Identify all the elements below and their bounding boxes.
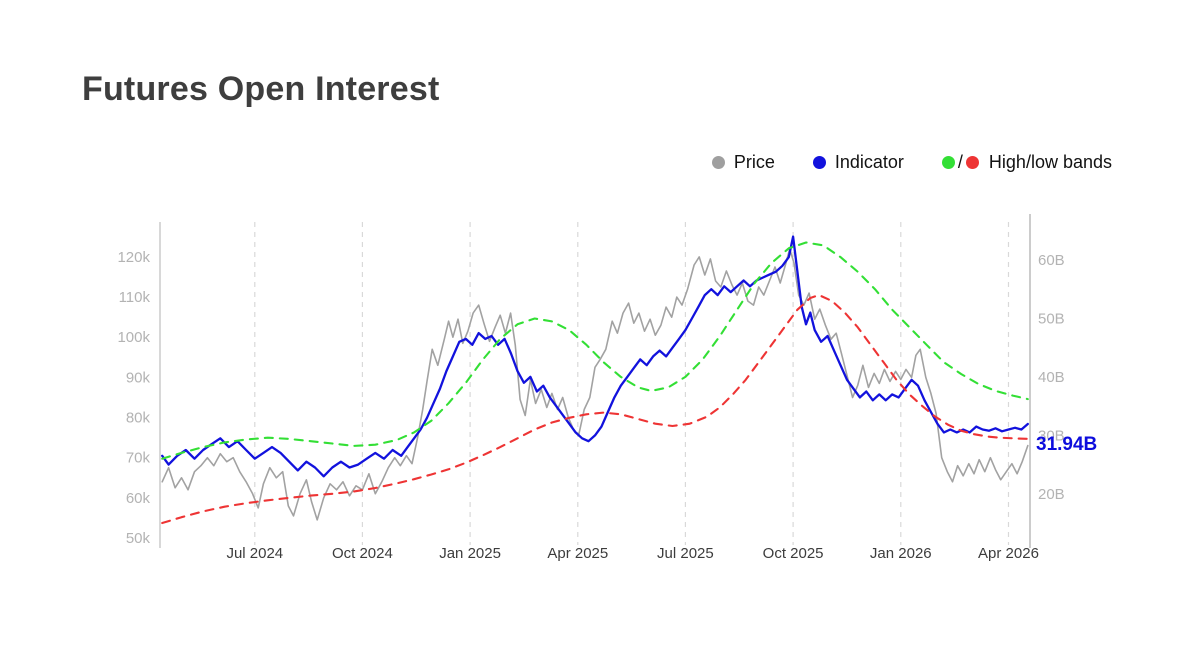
left-axis-label: 110k: [119, 289, 151, 306]
chart-legend: Price Indicator / High/low bands: [711, 152, 1112, 173]
high-band-legend-dot-icon: [941, 156, 955, 169]
x-tick-label: Oct 2025: [763, 545, 824, 562]
right-axis-label: 40B: [1038, 369, 1065, 386]
indicator-legend-label: Indicator: [834, 152, 904, 172]
low-band-line: [161, 294, 1029, 525]
price-legend-label: Price: [733, 152, 775, 172]
right-axis-label: 60B: [1038, 252, 1065, 269]
x-tick-label: Apr 2025: [547, 545, 608, 562]
right-axis-label: 30B: [1038, 427, 1065, 444]
legend-item-price[interactable]: Price: [711, 152, 775, 173]
x-tick-label: Apr 2026: [978, 545, 1039, 562]
right-axis-label: 50B: [1038, 311, 1065, 328]
current-value-label: 31.94B: [1036, 434, 1097, 455]
right-axis-label: 20B: [1038, 486, 1065, 503]
price-legend-dot-icon: [711, 156, 725, 169]
legend-separator: /: [957, 152, 963, 172]
left-axis-label: 60k: [126, 490, 151, 507]
high-band-line: [161, 241, 1029, 460]
price-line: [161, 248, 1029, 521]
left-axis-label: 90k: [126, 369, 151, 386]
indicator-legend-dot-icon: [812, 156, 826, 169]
left-axis-label: 50k: [126, 530, 151, 547]
page-title: Futures Open Interest: [82, 70, 440, 108]
legend-item-bands[interactable]: / High/low bands: [941, 152, 1112, 173]
x-tick-label: Jul 2025: [657, 545, 714, 562]
left-axis-label: 100k: [117, 329, 150, 346]
low-band-legend-dot-icon: [965, 156, 979, 169]
x-tick-label: Jan 2026: [870, 545, 932, 562]
left-axis-label: 70k: [126, 450, 151, 467]
indicator-line: [161, 235, 1029, 478]
x-tick-label: Oct 2024: [332, 545, 393, 562]
x-tick-label: Jan 2025: [439, 545, 501, 562]
left-axis-label: 120k: [117, 249, 150, 266]
bands-legend-label: High/low bands: [988, 152, 1112, 172]
legend-item-indicator[interactable]: Indicator: [812, 152, 904, 173]
x-tick-label: Jul 2024: [226, 545, 283, 562]
left-axis-label: 80k: [126, 410, 151, 427]
